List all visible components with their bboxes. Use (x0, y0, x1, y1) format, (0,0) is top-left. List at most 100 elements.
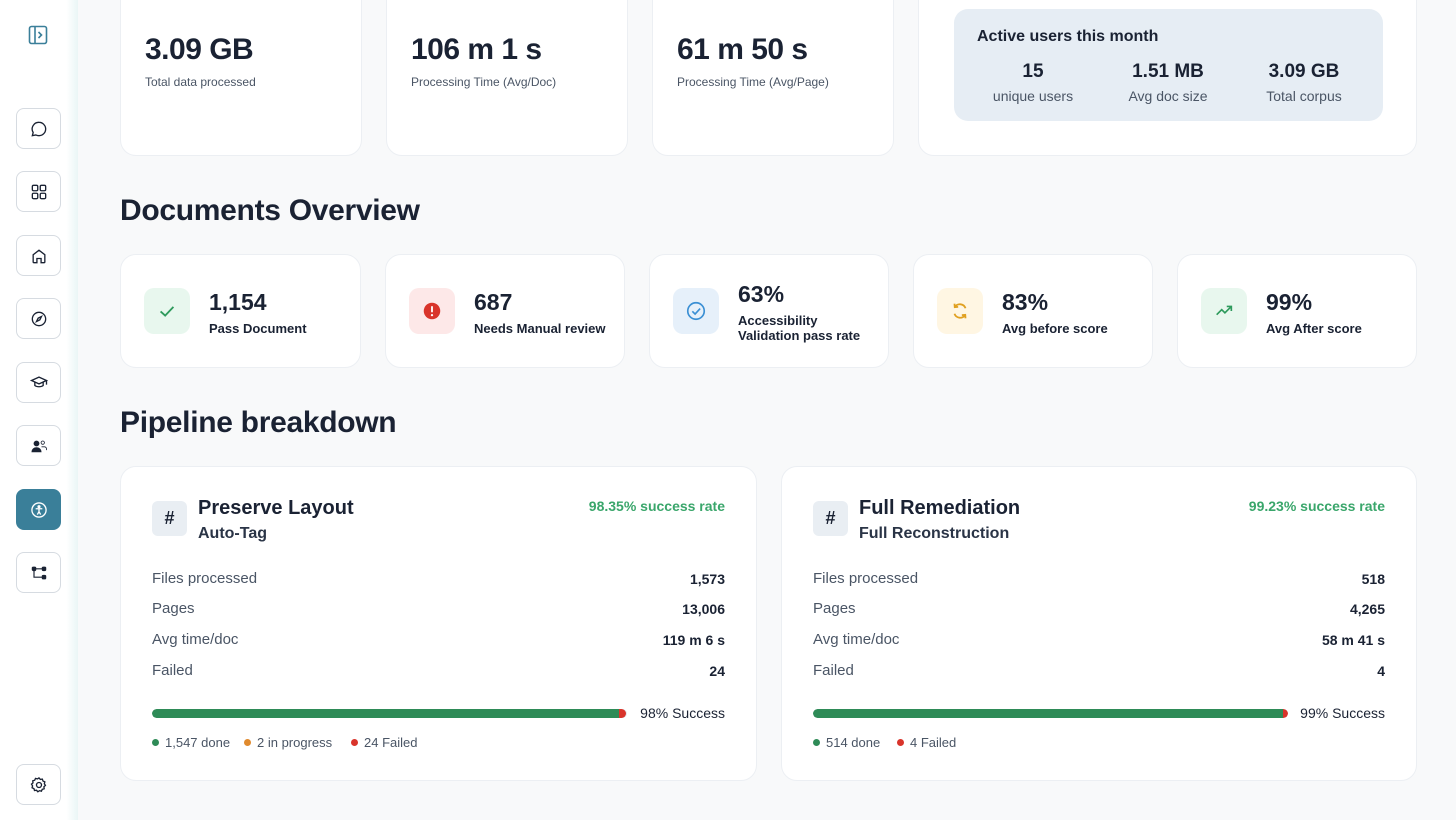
done-dot (813, 739, 820, 746)
active-users-title: Active users this month (977, 28, 1159, 45)
refresh-icon (937, 288, 983, 334)
stat-value: 61 m 50 s (677, 33, 808, 66)
progress-label: 99% Success (1300, 705, 1385, 721)
stat-label: Total data processed (145, 75, 256, 89)
hash-icon: # (152, 501, 187, 536)
sidebar-item-users[interactable] (16, 425, 61, 466)
pages-label: Pages (152, 600, 195, 617)
pipeline-subtitle: Full Reconstruction (859, 525, 1010, 542)
compass-icon (31, 311, 46, 326)
avg-time-value: 58 m 41 s (1321, 632, 1385, 648)
sidebar-item-learn[interactable] (16, 362, 61, 403)
failed-dot (897, 739, 904, 746)
stat-value: 106 m 1 s (411, 33, 542, 66)
settings-button[interactable] (16, 764, 61, 805)
stat-value: 3.09 GB (145, 33, 254, 66)
pipeline-title: Preserve Layout (198, 497, 354, 519)
failed-value: 4 (1377, 663, 1385, 679)
legend-item: 4 Failed (897, 735, 956, 750)
doc-card-pass: 1,154 Pass Document (120, 254, 361, 368)
pipeline-card-preserve-layout: # Preserve Layout Auto-Tag 98.35% succes… (120, 466, 757, 781)
legend-label: 2 in progress (257, 735, 333, 750)
legend-label: 24 Failed (364, 735, 418, 750)
progress-failed (619, 709, 626, 718)
workflow-icon (31, 566, 46, 579)
legend-item: 514 done (813, 735, 880, 750)
avg-doc-size-value: 1.51 MB (1132, 61, 1204, 82)
pipeline-card-full-remediation: # Full Remediation Full Reconstruction 9… (781, 466, 1417, 781)
doc-card-manual-review: 687 Needs Manual review (385, 254, 625, 368)
users-icon (30, 440, 47, 452)
check-icon (144, 288, 190, 334)
doc-card-value: 63% (738, 281, 785, 307)
doc-card-label: Avg before score (1002, 321, 1108, 336)
home-icon (32, 248, 45, 263)
trending-up-icon (1201, 288, 1247, 334)
check-circle-icon (673, 288, 719, 334)
sidebar (0, 0, 78, 820)
pages-value: 4,265 (1349, 601, 1385, 617)
files-processed-label: Files processed (152, 570, 258, 587)
doc-card-label: Pass Document (209, 321, 307, 336)
legend-label: 4 Failed (910, 735, 957, 750)
stat-card-avg-doc-time: 106 m 1 s Processing Time (Avg/Doc) (386, 0, 628, 156)
total-corpus-value: 3.09 GB (1268, 61, 1340, 82)
doc-card-value: 99% (1266, 289, 1313, 315)
legend-item: 2 in progress (244, 735, 332, 750)
documents-overview-title: Documents Overview (120, 194, 420, 227)
pipeline-subtitle: Auto-Tag (198, 525, 268, 542)
avg-time-label: Avg time/doc (813, 631, 900, 648)
doc-card-value: 687 (474, 289, 513, 315)
total-corpus-label: Total corpus (1266, 88, 1342, 104)
sidebar-item-workflow[interactable] (16, 552, 61, 593)
grid-icon (31, 184, 46, 199)
alert-icon (409, 288, 455, 334)
doc-card-label-line1: Accessibility (738, 313, 818, 328)
accessibility-icon (30, 501, 47, 518)
files-processed-label: Files processed (813, 570, 919, 587)
failed-value: 24 (709, 663, 725, 679)
sidebar-item-chat[interactable] (16, 108, 61, 149)
failed-dot (351, 739, 358, 746)
avg-time-value: 119 m 6 s (662, 632, 725, 648)
progress-failed (1283, 709, 1288, 718)
sidebar-item-apps[interactable] (16, 171, 61, 212)
files-processed-value: 1,573 (689, 571, 725, 587)
unique-users-value: 15 (1022, 61, 1044, 82)
stat-label: Processing Time (Avg/Doc) (411, 75, 557, 89)
progress-label: 98% Success (640, 705, 725, 721)
stat-card-avg-page-time: 61 m 50 s Processing Time (Avg/Page) (652, 0, 894, 156)
sidebar-item-explore[interactable] (16, 298, 61, 339)
doc-card-label: Avg After score (1266, 321, 1362, 336)
success-rate: 99.23% success rate (1248, 498, 1385, 514)
failed-label: Failed (813, 662, 854, 679)
progress-bar (813, 709, 1288, 718)
sidebar-item-accessibility[interactable] (16, 489, 61, 530)
hash-icon: # (813, 501, 848, 536)
active-users-panel: Active users this month 15 unique users … (954, 9, 1383, 121)
stat-card-total-data: 3.09 GB Total data processed (120, 0, 362, 156)
doc-card-validation: 63% Accessibility Validation pass rate (649, 254, 889, 368)
sidebar-toggle-icon[interactable] (26, 23, 50, 47)
doc-card-value: 1,154 (209, 289, 267, 315)
unique-users-label: unique users (992, 88, 1074, 104)
sidebar-item-home[interactable] (16, 235, 61, 276)
legend-item: 24 Failed (351, 735, 417, 750)
graduation-cap-icon (29, 375, 48, 387)
in-progress-dot (244, 739, 251, 746)
doc-card-after-score: 99% Avg After score (1177, 254, 1417, 368)
pipeline-title: Full Remediation (859, 497, 1021, 519)
legend-label: 1,547 done (165, 735, 231, 750)
legend-item: 1,547 done (152, 735, 230, 750)
done-dot (152, 739, 159, 746)
files-processed-value: 518 (1361, 571, 1385, 587)
progress-done (813, 709, 1283, 718)
avg-time-label: Avg time/doc (152, 631, 239, 648)
stat-label: Processing Time (Avg/Page) (677, 75, 829, 89)
failed-label: Failed (152, 662, 193, 679)
pages-label: Pages (813, 600, 856, 617)
legend-label: 514 done (826, 735, 881, 750)
pages-value: 13,006 (682, 601, 725, 617)
doc-card-label: Needs Manual review (474, 321, 606, 336)
active-users-card: Active users this month 15 unique users … (918, 0, 1417, 156)
